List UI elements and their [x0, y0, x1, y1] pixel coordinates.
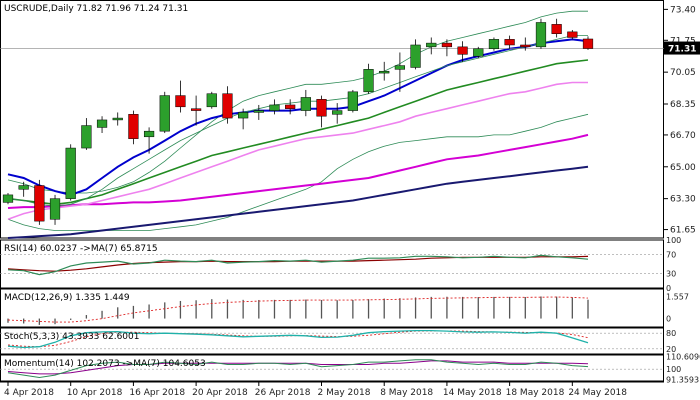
- candle-body: [18, 185, 29, 190]
- candle-body: [269, 104, 280, 111]
- momentum-axis-label: 110.6090: [666, 353, 700, 362]
- stoch-panel-frame: [0, 327, 664, 355]
- candle-body: [426, 42, 437, 48]
- candle-body: [488, 39, 500, 49]
- momentum-axis-label: 91.3593: [666, 375, 699, 384]
- momentum-line: [7, 359, 589, 379]
- candle-body: [2, 194, 14, 203]
- overlay-line-2: [7, 165, 589, 239]
- stoch-axis-label: 80: [666, 329, 676, 338]
- candle-body: [567, 31, 578, 38]
- x-axis-label: 2 May 2018: [318, 388, 371, 398]
- candle-body: [551, 24, 562, 34]
- price-axis-label: 73.40: [670, 5, 696, 15]
- price-axis-label: 61.65: [670, 226, 696, 236]
- candle-body: [410, 44, 421, 68]
- candle-body: [285, 104, 296, 109]
- candle-body: [347, 91, 358, 111]
- candle-body: [206, 93, 217, 108]
- candle-body: [457, 46, 468, 55]
- stoch-k-line: [7, 329, 589, 349]
- stoch-label: Stoch(5,3,3) 43.3933 62.6001: [4, 332, 139, 342]
- x-axis-label: 18 May 2018: [506, 388, 565, 398]
- candle-body: [190, 108, 202, 111]
- overlay-line-4: [7, 81, 588, 221]
- candle-body: [49, 198, 61, 220]
- rsi-line: [7, 254, 589, 276]
- candle-body: [379, 70, 390, 74]
- rsi-axis-label: 30: [666, 270, 676, 279]
- price-axis-label: 70.05: [670, 68, 696, 78]
- momentum-ma-line: [7, 360, 589, 375]
- last-price-label: 71.31: [668, 45, 696, 55]
- candle-body: [96, 119, 108, 128]
- candle-body: [65, 147, 76, 199]
- candle-body: [128, 114, 139, 139]
- macd-signal-line: [7, 296, 589, 323]
- candle-body: [175, 95, 186, 108]
- price-axis-label: 65.00: [670, 163, 696, 173]
- candle-body: [535, 22, 547, 48]
- last-price-badge: [664, 41, 700, 55]
- macd-axis-label: 0: [666, 315, 671, 324]
- candle-body: [34, 185, 45, 222]
- candle-body: [316, 99, 327, 117]
- macd-axis-label: 1.557: [666, 293, 689, 302]
- momentum-axis-label: 100: [666, 365, 681, 374]
- candle-body: [159, 95, 170, 132]
- price-axis-label: 71.75: [670, 36, 696, 46]
- candle-body: [520, 44, 531, 48]
- x-axis-label: 26 Apr 2018: [255, 388, 311, 398]
- x-axis-label: 24 May 2018: [568, 388, 627, 398]
- candle-body: [582, 38, 594, 49]
- candle-body: [112, 117, 123, 121]
- candle-body: [394, 65, 406, 70]
- candle-body: [143, 130, 155, 138]
- overlay-line-5: [7, 59, 589, 206]
- price-axis-label: 68.35: [670, 100, 696, 110]
- macd-panel-frame: [0, 288, 664, 328]
- candle-body: [332, 110, 343, 115]
- rsi-axis-label: 70: [666, 250, 676, 259]
- candle-body: [222, 93, 233, 119]
- overlay-line-7: [7, 35, 588, 207]
- rsi-axis-label: 0: [666, 284, 671, 293]
- x-axis-label: 16 Apr 2018: [129, 388, 185, 398]
- chart-header: USCRUDE,Daily 71.82 71.96 71.24 71.31: [4, 4, 188, 14]
- overlay-line-6: [7, 38, 589, 196]
- x-axis-label: 4 Apr 2018: [4, 388, 54, 398]
- candle-body: [238, 112, 249, 119]
- rsi-panel-frame: [0, 239, 664, 289]
- candle-body: [363, 69, 374, 93]
- candle-body: [81, 125, 92, 149]
- momentum-panel-frame: [0, 354, 664, 382]
- stoch-axis-label: 20: [666, 345, 676, 354]
- overlay-line-3: [7, 133, 589, 209]
- x-axis-label: 20 Apr 2018: [192, 388, 248, 398]
- overlay-line-0: [7, 10, 588, 194]
- main-panel-frame: [0, 0, 664, 239]
- overlay-line-1: [7, 113, 589, 231]
- candle-body: [300, 97, 311, 111]
- price-axis-label: 63.30: [670, 195, 696, 205]
- x-axis-label: 10 Apr 2018: [67, 388, 123, 398]
- candle-body: [441, 42, 453, 48]
- candle-body: [473, 48, 484, 57]
- macd-label: MACD(12,26,9) 1.335 1.449: [4, 293, 130, 303]
- candle-body: [504, 39, 515, 46]
- momentum-label: Momentum(14) 102.2073 ->MA(7) 104.6053: [4, 359, 206, 369]
- rsi-axis-label: 100: [666, 236, 681, 245]
- x-axis-label: 8 May 2018: [380, 388, 433, 398]
- x-axis-label: 14 May 2018: [443, 388, 502, 398]
- rsi-ma-line: [7, 255, 589, 272]
- rsi-label: RSI(14) 60.0237 ->MA(7) 65.8715: [4, 244, 158, 254]
- candle-body: [253, 110, 264, 113]
- price-axis-label: 66.70: [670, 131, 696, 141]
